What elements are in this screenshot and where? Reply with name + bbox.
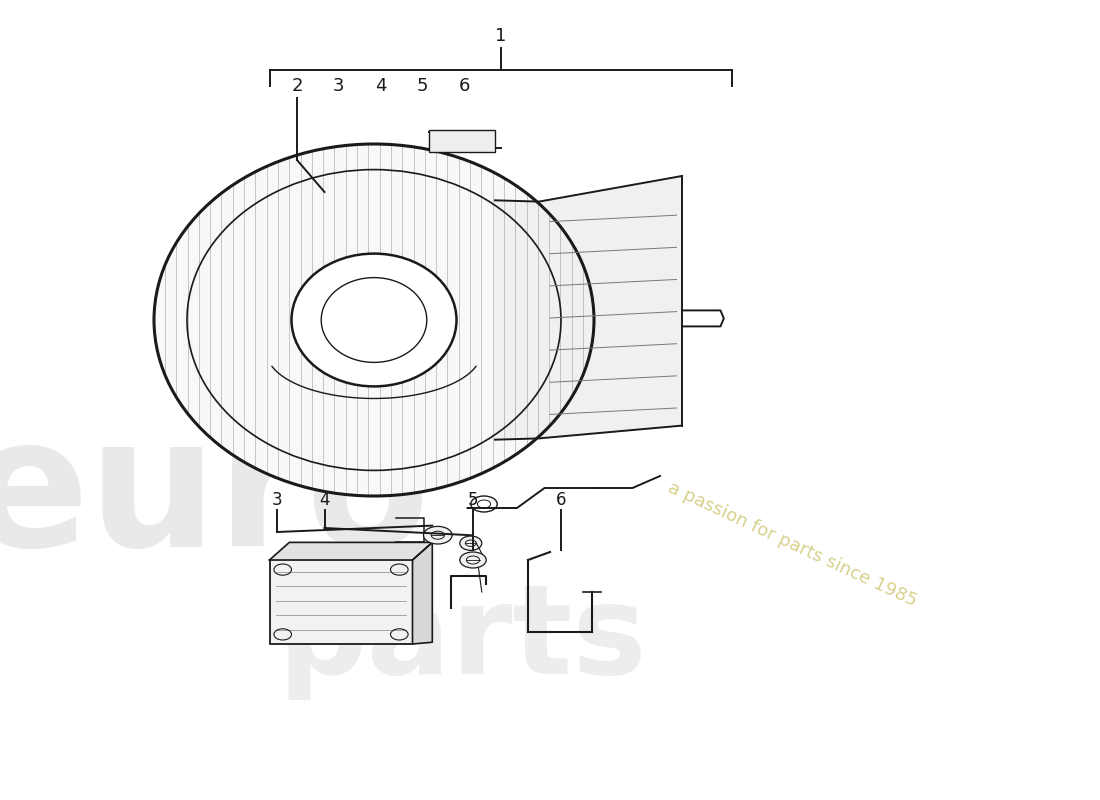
Ellipse shape	[154, 144, 594, 496]
Text: a passion for parts since 1985: a passion for parts since 1985	[664, 478, 920, 610]
Ellipse shape	[292, 254, 456, 386]
Polygon shape	[495, 176, 682, 440]
Text: 4: 4	[375, 77, 386, 94]
Text: 6: 6	[459, 77, 470, 94]
Text: 3: 3	[333, 77, 344, 94]
Text: 5: 5	[417, 77, 428, 94]
Text: 3: 3	[272, 491, 283, 509]
Ellipse shape	[460, 552, 486, 568]
FancyBboxPatch shape	[270, 560, 412, 644]
Ellipse shape	[424, 526, 452, 544]
Text: 4: 4	[319, 491, 330, 509]
FancyBboxPatch shape	[429, 130, 495, 152]
Ellipse shape	[460, 536, 482, 550]
Text: 6: 6	[556, 491, 566, 509]
Text: 1: 1	[495, 27, 506, 45]
Text: euro: euro	[0, 408, 430, 584]
Polygon shape	[412, 542, 432, 644]
Text: 2: 2	[292, 77, 302, 94]
Polygon shape	[270, 542, 432, 560]
Text: parts: parts	[277, 579, 647, 701]
Text: 5: 5	[468, 491, 478, 509]
